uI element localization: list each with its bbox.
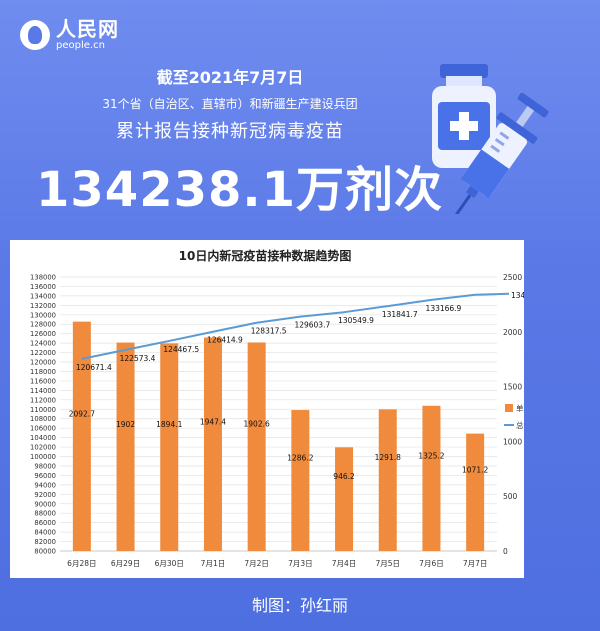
line-value-label: 128317.5 bbox=[251, 327, 287, 336]
vaccine-illustration bbox=[432, 64, 549, 214]
left-tick-label: 112000 bbox=[30, 396, 56, 404]
left-tick-label: 122000 bbox=[30, 349, 56, 357]
line-value-label: 124467.5 bbox=[163, 345, 199, 354]
line-value-label: 120671.4 bbox=[76, 363, 112, 372]
bar bbox=[378, 409, 397, 551]
left-tick-label: 130000 bbox=[30, 311, 56, 319]
bar bbox=[422, 405, 441, 551]
summary-line: 累计报告接种新冠病毒疫苗 bbox=[116, 121, 344, 142]
bar-value-label: 1947.4 bbox=[200, 417, 226, 426]
x-tick-label: 7月6日 bbox=[419, 559, 444, 568]
x-tick-label: 6月28日 bbox=[67, 559, 96, 568]
x-tick-label: 7月1日 bbox=[201, 559, 226, 568]
left-tick-label: 126000 bbox=[30, 330, 56, 338]
left-tick-label: 98000 bbox=[34, 462, 56, 470]
x-tick-label: 6月29日 bbox=[111, 559, 140, 568]
bar bbox=[72, 321, 91, 551]
left-tick-label: 110000 bbox=[30, 406, 56, 414]
left-tick-label: 114000 bbox=[30, 387, 56, 395]
total-doses: 134238.1万剂次 bbox=[36, 162, 444, 218]
x-tick-label: 7月5日 bbox=[375, 559, 400, 568]
logo: 人民网 people.cn bbox=[20, 18, 119, 51]
logo-en: people.cn bbox=[56, 40, 105, 51]
left-tick-label: 88000 bbox=[34, 510, 56, 518]
bar-value-label: 2092.7 bbox=[69, 409, 95, 418]
bar bbox=[247, 342, 266, 551]
chart-card: 10日内新冠疫苗接种数据趋势图 80000 82000 84000 86000 8800… bbox=[10, 240, 564, 578]
right-tick-label: 1000 bbox=[503, 437, 522, 446]
left-tick-label: 118000 bbox=[30, 368, 56, 376]
chart-legend: 单日接种量/万总接种量/万 bbox=[504, 403, 564, 430]
right-tick-label: 1500 bbox=[503, 383, 522, 392]
x-tick-label: 7月2日 bbox=[244, 559, 269, 568]
line-value-label: 131841.7 bbox=[382, 310, 418, 319]
left-tick-label: 120000 bbox=[30, 359, 56, 367]
right-tick-label: 2000 bbox=[503, 328, 522, 337]
line-value-label: 129603.7 bbox=[294, 321, 330, 330]
left-tick-label: 80000 bbox=[34, 548, 56, 556]
line-value-label: 130549.9 bbox=[338, 316, 374, 325]
left-tick-label: 92000 bbox=[34, 491, 56, 499]
line-value-label: 133166.9 bbox=[426, 304, 462, 313]
region-line: 31个省（自治区、直辖市）和新疆生产建设兵团 bbox=[102, 97, 358, 111]
logo-cn: 人民网 bbox=[56, 17, 119, 41]
bar bbox=[291, 410, 310, 551]
bar bbox=[116, 342, 135, 551]
vaccine-bottle-icon bbox=[432, 64, 496, 168]
line-value-label: 122573.4 bbox=[120, 354, 156, 363]
left-tick-label: 136000 bbox=[30, 283, 56, 291]
bar-value-label: 1902.6 bbox=[244, 420, 270, 429]
bar bbox=[335, 447, 354, 551]
left-tick-label: 84000 bbox=[34, 529, 56, 537]
bar bbox=[160, 343, 179, 551]
left-tick-label: 104000 bbox=[30, 434, 56, 442]
chart-title: 10日内新冠疫苗接种数据趋势图 bbox=[179, 248, 352, 263]
bar-value-label: 1291.8 bbox=[375, 453, 401, 462]
left-tick-label: 108000 bbox=[30, 415, 56, 423]
bar-value-label: 1902 bbox=[116, 420, 135, 429]
people-logo-icon bbox=[20, 19, 50, 50]
bar bbox=[466, 433, 485, 551]
x-tick-label: 7月3日 bbox=[288, 559, 313, 568]
line-value-label: 126414.9 bbox=[207, 336, 243, 345]
bar bbox=[203, 337, 222, 551]
left-tick-label: 106000 bbox=[30, 425, 56, 433]
left-tick-label: 128000 bbox=[30, 321, 56, 329]
left-tick-label: 86000 bbox=[34, 519, 56, 527]
right-tick-label: 2500 bbox=[503, 273, 522, 282]
right-tick-label: 500 bbox=[503, 492, 518, 501]
legend-line-label: 总接种量/万 bbox=[516, 420, 524, 430]
bar-value-label: 1286.2 bbox=[287, 454, 313, 463]
bar-value-label: 1071.2 bbox=[462, 465, 488, 474]
left-tick-label: 124000 bbox=[30, 340, 56, 348]
bar-value-label: 1894.1 bbox=[156, 420, 182, 429]
left-tick-label: 134000 bbox=[30, 292, 56, 300]
line-value-label: 134238.1 bbox=[511, 291, 524, 300]
left-tick-label: 132000 bbox=[30, 302, 56, 310]
credit: 制图：孙红丽 bbox=[251, 596, 348, 615]
total-line bbox=[81, 292, 510, 360]
left-tick-label: 116000 bbox=[30, 377, 56, 385]
syringe-icon bbox=[453, 92, 549, 214]
left-tick-label: 138000 bbox=[30, 274, 56, 282]
bar-value-label: 1325.2 bbox=[418, 451, 444, 460]
left-tick-label: 82000 bbox=[34, 538, 56, 546]
right-tick-label: 0 bbox=[503, 547, 508, 556]
left-tick-label: 96000 bbox=[34, 472, 56, 480]
left-tick-label: 100000 bbox=[30, 453, 56, 461]
legend-bar-label: 单日接种量/万 bbox=[516, 403, 524, 413]
left-tick-label: 94000 bbox=[34, 481, 56, 489]
x-tick-label: 6月30日 bbox=[155, 559, 184, 568]
bar-value-label: 946.2 bbox=[333, 472, 355, 481]
x-tick-label: 7月7日 bbox=[463, 559, 488, 568]
date-line: 截至2021年7月7日 bbox=[156, 68, 304, 87]
left-tick-label: 90000 bbox=[34, 500, 56, 508]
x-tick-label: 7月4日 bbox=[332, 559, 357, 568]
left-tick-label: 102000 bbox=[30, 444, 56, 452]
legend-bar-swatch bbox=[505, 404, 513, 412]
